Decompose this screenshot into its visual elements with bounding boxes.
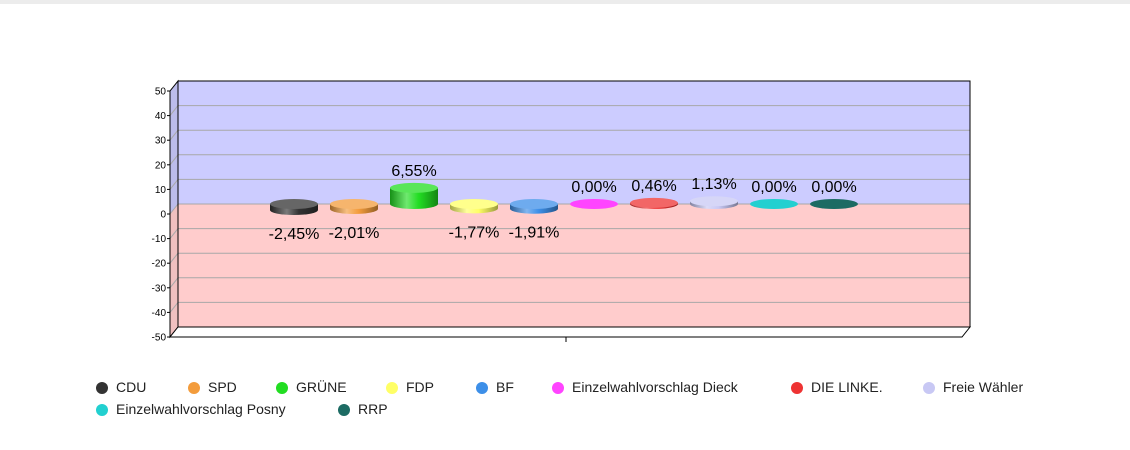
y-tick-label: 10 xyxy=(155,185,167,196)
data-label-1: -2,01% xyxy=(329,225,380,242)
legend-label: DIE LINKE. xyxy=(811,379,883,395)
gridline-depth xyxy=(169,105,179,116)
bar-5-top xyxy=(570,199,618,209)
y-tick-label: -10 xyxy=(152,234,167,245)
bar-4-top xyxy=(510,199,558,209)
legend-swatch xyxy=(338,404,350,416)
data-label-0: -2,45% xyxy=(269,226,320,243)
y-tick-label: 40 xyxy=(155,111,167,122)
bar-1-top xyxy=(330,199,378,209)
legend-swatch xyxy=(791,382,803,394)
data-label-6: 0,46% xyxy=(631,178,676,195)
y-tick-label: 0 xyxy=(160,210,166,221)
legend-label: CDU xyxy=(116,379,147,395)
y-tick-label: 20 xyxy=(155,160,167,171)
gridline-depth xyxy=(169,203,179,215)
legend-swatch xyxy=(923,382,935,394)
left-wall-positive xyxy=(170,81,178,214)
gridline-depth xyxy=(169,129,179,141)
data-label-8: 0,00% xyxy=(751,179,796,196)
y-tick-label: -20 xyxy=(152,259,167,270)
gridline-depth xyxy=(169,228,179,239)
y-tick-label: -40 xyxy=(152,308,167,319)
bar-0-top xyxy=(270,199,318,209)
legend-label: GRÜNE xyxy=(296,379,347,395)
left-wall-negative xyxy=(170,204,178,337)
legend-label: Freie Wähler xyxy=(943,379,1024,395)
bar-2-base xyxy=(390,199,438,209)
bar-7-top xyxy=(690,196,738,207)
bar-6-top xyxy=(630,197,678,208)
y-tick-label: 30 xyxy=(155,136,167,147)
legend-label: RRP xyxy=(358,401,388,417)
legend-swatch xyxy=(552,382,564,394)
data-label-9: 0,00% xyxy=(811,179,856,196)
y-tick-label: -30 xyxy=(152,283,167,294)
legend-swatch xyxy=(96,382,108,394)
gridline-depth xyxy=(169,252,179,264)
legend-label: Einzelwahlvorschlag Dieck xyxy=(572,379,738,395)
legend-swatch xyxy=(386,382,398,394)
positive-zone xyxy=(178,81,970,204)
bar-chart: 50 40 30 20 10 0 -10 -20 -30 -40 -50 -2,45% -2,01% 6,… xyxy=(152,79,972,344)
legend-label: BF xyxy=(496,379,514,395)
gridline-depth xyxy=(169,302,179,313)
data-label-2: 6,55% xyxy=(391,163,436,180)
y-tick-label: -50 xyxy=(152,333,167,344)
top-border xyxy=(0,0,1130,4)
data-label-5: 0,00% xyxy=(571,179,616,196)
legend-swatch xyxy=(188,382,200,394)
data-label-4: -1,91% xyxy=(509,225,560,242)
legend-label: FDP xyxy=(406,379,434,395)
gridline-depth xyxy=(169,277,179,289)
bar-9-top xyxy=(810,199,858,209)
legend-swatch xyxy=(476,382,488,394)
legend-swatch xyxy=(96,404,108,416)
negative-zone xyxy=(178,204,970,327)
legend-swatch xyxy=(276,382,288,394)
floor xyxy=(168,326,972,338)
bar-2-top xyxy=(390,182,438,193)
bar-8-top xyxy=(750,199,798,209)
data-label-3: -1,77% xyxy=(449,224,500,241)
y-tick-label: 50 xyxy=(155,87,167,98)
bar-3-top xyxy=(450,199,498,209)
gridline-depth xyxy=(169,154,179,166)
legend-label: Einzelwahlvorschlag Posny xyxy=(116,401,286,417)
gridline-depth xyxy=(169,179,179,190)
legend-label: SPD xyxy=(208,379,237,395)
data-label-7: 1,13% xyxy=(691,176,736,193)
